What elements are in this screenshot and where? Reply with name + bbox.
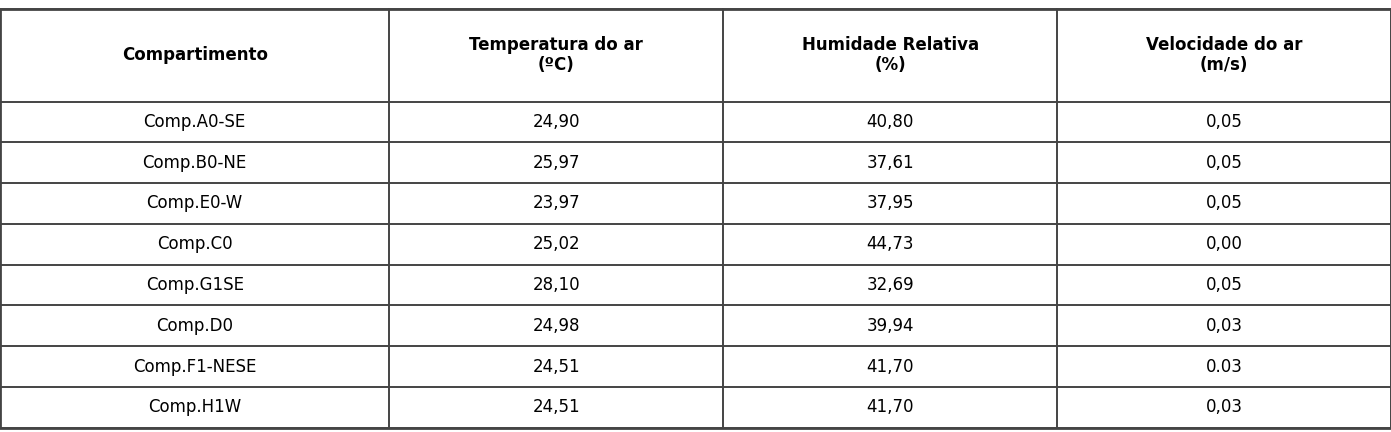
Bar	[1057, 183, 1391, 224]
Text: Velocidade do ar
(m/s): Velocidade do ar (m/s)	[1146, 36, 1302, 74]
Bar	[723, 264, 1057, 305]
Text: 0,05: 0,05	[1206, 194, 1242, 213]
Bar	[389, 264, 723, 305]
Bar	[389, 346, 723, 387]
Bar	[0, 264, 389, 305]
Bar	[723, 387, 1057, 428]
Bar	[723, 9, 1057, 102]
Bar	[0, 142, 389, 183]
Bar	[389, 305, 723, 346]
Text: 24,51: 24,51	[533, 358, 580, 375]
Text: Comp.E0-W: Comp.E0-W	[146, 194, 243, 213]
Text: 23,97: 23,97	[533, 194, 580, 213]
Bar	[0, 305, 389, 346]
Text: 39,94: 39,94	[867, 317, 914, 335]
Bar	[389, 224, 723, 264]
Bar	[723, 346, 1057, 387]
Bar	[1057, 142, 1391, 183]
Bar	[0, 346, 389, 387]
Text: 41,70: 41,70	[867, 398, 914, 416]
Bar	[723, 102, 1057, 142]
Bar	[389, 102, 723, 142]
Bar	[1057, 346, 1391, 387]
Text: 40,80: 40,80	[867, 113, 914, 131]
Text: 37,61: 37,61	[867, 154, 914, 172]
Bar	[723, 224, 1057, 264]
Bar	[0, 387, 389, 428]
Bar	[0, 183, 389, 224]
Text: 0.03: 0.03	[1206, 358, 1242, 375]
Bar	[1057, 305, 1391, 346]
Text: Comp.B0-NE: Comp.B0-NE	[143, 154, 246, 172]
Bar	[723, 142, 1057, 183]
Text: 0,03: 0,03	[1206, 398, 1242, 416]
Text: Compartimento: Compartimento	[122, 46, 267, 64]
Text: 24,90: 24,90	[533, 113, 580, 131]
Text: Comp.C0: Comp.C0	[157, 235, 232, 253]
Text: 28,10: 28,10	[533, 276, 580, 294]
Text: 0,03: 0,03	[1206, 317, 1242, 335]
Text: 0,05: 0,05	[1206, 113, 1242, 131]
Bar	[0, 224, 389, 264]
Text: 24,98: 24,98	[533, 317, 580, 335]
Text: 25,97: 25,97	[533, 154, 580, 172]
Text: Comp.A0-SE: Comp.A0-SE	[143, 113, 246, 131]
Text: 0,05: 0,05	[1206, 154, 1242, 172]
Bar	[1057, 224, 1391, 264]
Bar	[389, 387, 723, 428]
Text: Comp.F1-NESE: Comp.F1-NESE	[134, 358, 256, 375]
Text: Humidade Relativa
(%): Humidade Relativa (%)	[801, 36, 979, 74]
Bar	[389, 183, 723, 224]
Bar	[389, 9, 723, 102]
Text: 25,02: 25,02	[533, 235, 580, 253]
Bar	[723, 183, 1057, 224]
Text: 37,95: 37,95	[867, 194, 914, 213]
Text: 41,70: 41,70	[867, 358, 914, 375]
Text: 32,69: 32,69	[867, 276, 914, 294]
Bar	[1057, 387, 1391, 428]
Bar	[0, 9, 389, 102]
Bar	[723, 305, 1057, 346]
Text: Temperatura do ar
(ºC): Temperatura do ar (ºC)	[470, 36, 643, 74]
Text: Comp.D0: Comp.D0	[156, 317, 234, 335]
Bar	[389, 142, 723, 183]
Bar	[1057, 9, 1391, 102]
Bar	[1057, 264, 1391, 305]
Text: 0,00: 0,00	[1206, 235, 1242, 253]
Text: Comp.G1SE: Comp.G1SE	[146, 276, 243, 294]
Text: 0,05: 0,05	[1206, 276, 1242, 294]
Bar	[1057, 102, 1391, 142]
Text: 24,51: 24,51	[533, 398, 580, 416]
Text: 44,73: 44,73	[867, 235, 914, 253]
Bar	[0, 102, 389, 142]
Text: Comp.H1W: Comp.H1W	[147, 398, 242, 416]
